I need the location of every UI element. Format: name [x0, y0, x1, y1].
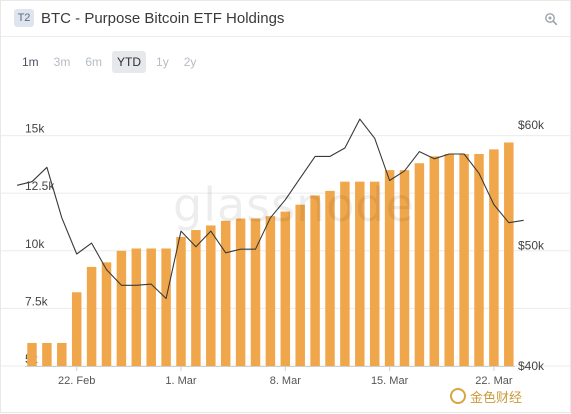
y-tick-label-left: 12.5k: [25, 179, 55, 193]
holdings-bar: [444, 154, 454, 366]
holdings-bar: [504, 142, 514, 366]
y-tick-label-left: 7.5k: [25, 294, 49, 308]
holdings-bar: [86, 266, 97, 366]
chart-title: BTC - Purpose Bitcoin ETF Holdings: [41, 10, 285, 27]
holdings-bar: [340, 181, 350, 366]
source-logo: 金色财经: [450, 386, 522, 406]
holdings-bar: [220, 220, 231, 366]
range-button-3m[interactable]: 3m: [53, 55, 71, 69]
holdings-bar: [250, 218, 261, 366]
x-tick-label: 22. Mar: [475, 375, 513, 387]
holdings-bar: [57, 342, 67, 366]
holdings-bar: [42, 342, 52, 366]
btc-price-line: [16, 118, 524, 300]
holdings-bar: [206, 225, 216, 366]
x-tick-label: 8. Mar: [270, 375, 302, 387]
x-tick-label: 1. Mar: [165, 375, 197, 387]
holdings-bar: [191, 230, 201, 366]
holdings-bar: [101, 262, 112, 366]
holdings-bar: [116, 250, 127, 366]
holdings-bar: [474, 154, 484, 366]
holdings-bar: [176, 236, 186, 366]
holdings-bar: [399, 170, 410, 366]
x-tick-label: 22. Feb: [58, 375, 95, 387]
x-tick-label: 15. Mar: [371, 375, 409, 387]
widget-header: T2 BTC - Purpose Bitcoin ETF Holdings: [1, 1, 571, 37]
range-button-6m[interactable]: 6m: [85, 55, 103, 69]
coin-logo-icon: [450, 388, 466, 404]
holdings-bar: [131, 248, 142, 366]
holdings-bar: [310, 195, 320, 366]
holdings-bar: [27, 342, 37, 366]
y-tick-label-right: $60k: [518, 118, 545, 132]
holdings-bar: [235, 218, 246, 366]
range-button-1y[interactable]: 1y: [156, 55, 169, 69]
holdings-bar: [459, 154, 469, 366]
y-tick-label-right: $50k: [518, 239, 545, 253]
holdings-bar: [414, 163, 425, 366]
holdings-bar: [384, 170, 395, 366]
holdings-bar: [429, 156, 440, 366]
range-button-2y[interactable]: 2y: [183, 55, 197, 69]
holdings-bar: [146, 248, 156, 366]
range-button-1m[interactable]: 1m: [22, 55, 39, 69]
y-tick-label-right: $40k: [518, 359, 545, 373]
holdings-bar: [369, 181, 380, 366]
y-tick-label-left: 15k: [25, 122, 45, 136]
holdings-bar: [265, 216, 276, 366]
holdings-bar: [325, 190, 335, 366]
holdings-bar: [295, 204, 305, 366]
holdings-bar: [489, 149, 499, 366]
tier-badge: T2: [14, 9, 34, 27]
time-range-selector: 1m 3m 6m YTD 1y 2y: [17, 51, 206, 73]
holdings-bar: [161, 248, 171, 366]
holdings-bar: [355, 181, 365, 366]
holdings-bar: [280, 211, 291, 366]
zoom-gear-icon[interactable]: [544, 12, 558, 26]
range-button-ytd[interactable]: YTD: [112, 51, 147, 73]
source-logo-text: 金色财经: [470, 389, 523, 405]
y-tick-label-left: 10k: [25, 237, 45, 251]
holdings-bar: [71, 292, 82, 366]
